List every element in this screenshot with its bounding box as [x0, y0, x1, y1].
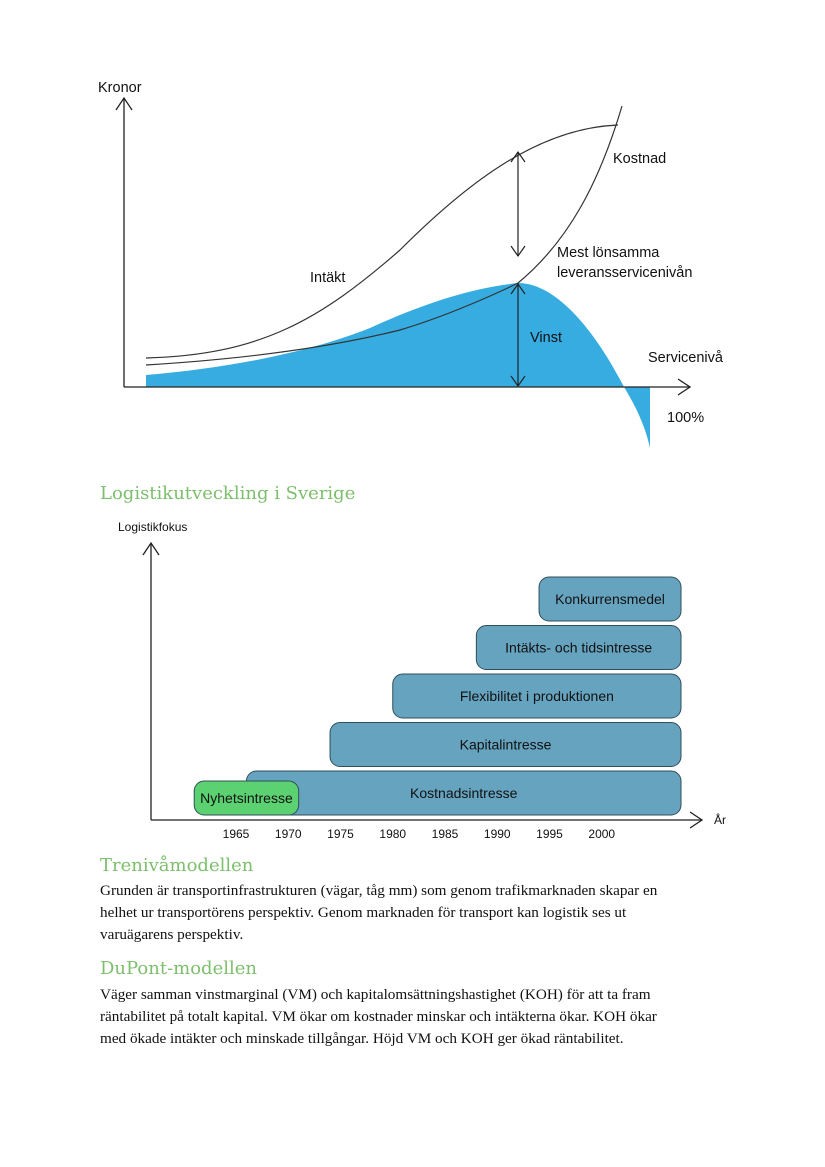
year-tick-label: 1975 [327, 827, 354, 841]
section-title-dupont: DuPont-modellen [100, 958, 257, 979]
revenue-label: Intäkt [310, 270, 345, 286]
timeline-bar-label: Nyhetsintresse [200, 790, 293, 806]
timeline-bar-label: Intäkts- och tidsintresse [505, 640, 652, 656]
logistics-x-axis-label: År [714, 812, 726, 827]
paragraph-line: med ökade intäkter och minskade tillgång… [100, 1030, 624, 1047]
optimum-label-line1: Mest lönsamma [557, 245, 660, 261]
logistics-year-ticks: 1965 1970 1975 1980 1985 1990 1995 2000 [223, 827, 616, 841]
profit-service-diagram: Kronor Servicenivå 100% Intäkt Kostnad M… [98, 80, 724, 448]
timeline-bar-label: Konkurrensmedel [555, 591, 665, 607]
x-end-label: 100% [667, 410, 704, 426]
logistics-y-axis-label: Logistikfokus [118, 520, 187, 534]
paragraph-line: helhet ur transportörens perspektiv. Gen… [100, 904, 627, 921]
revenue-curve [145, 124, 619, 359]
x-axis [124, 378, 692, 396]
year-tick-label: 1970 [275, 827, 302, 841]
timeline-bar-label: Flexibilitet i produktionen [460, 688, 614, 704]
timeline-bar [538, 576, 682, 622]
y-axis [115, 96, 133, 387]
profit-label: Vinst [530, 330, 562, 346]
y-axis-label: Kronor [98, 80, 142, 96]
margin-arrow [510, 150, 526, 258]
year-tick-label: 1990 [484, 827, 511, 841]
paragraph-line: Grunden är transportinfrastrukturen (väg… [100, 882, 658, 899]
timeline-bar [193, 780, 300, 816]
timeline-bar [475, 625, 682, 670]
cost-label: Kostnad [613, 151, 666, 167]
paragraph-dupont: Väger samman vinstmarginal (VM) och kapi… [100, 984, 740, 1050]
timeline-bar [392, 673, 682, 719]
logistics-x-axis [151, 811, 704, 829]
x-axis-label: Servicenivå [648, 350, 724, 366]
year-tick-label: 1985 [432, 827, 459, 841]
profit-area [146, 283, 624, 387]
paragraph-trenivamodellen: Grunden är transportinfrastrukturen (väg… [100, 880, 740, 946]
year-tick-label: 1965 [223, 827, 250, 841]
section-title-trenivamodellen: Trenivåmodellen [100, 855, 254, 876]
timeline-bar [329, 722, 682, 767]
paragraph-line: varuägarens perspektiv. [100, 926, 244, 943]
logistics-y-axis [142, 541, 160, 820]
cost-curve [145, 105, 623, 366]
profit-arrow [510, 282, 526, 388]
year-tick-label: 1980 [379, 827, 406, 841]
year-tick-label: 2000 [588, 827, 615, 841]
optimum-label-line2: leveransservicenivån [557, 265, 692, 281]
logistics-development-diagram: Logistikfokus År Konkurrensmedel Intäkts-… [118, 520, 726, 841]
section-title-logistics: Logistikutveckling i Sverige [100, 483, 356, 504]
year-tick-label: 1995 [536, 827, 563, 841]
timeline-bar-label: Kapitalintresse [460, 737, 552, 753]
logistics-bars: Konkurrensmedel Intäkts- och tidsintresse… [193, 576, 682, 816]
timeline-bar-label: Kostnadsintresse [410, 785, 518, 801]
paragraph-line: räntabilitet på totalt kapital. VM ökar … [100, 1008, 657, 1025]
loss-area [624, 387, 650, 448]
paragraph-line: Väger samman vinstmarginal (VM) och kapi… [100, 986, 651, 1003]
